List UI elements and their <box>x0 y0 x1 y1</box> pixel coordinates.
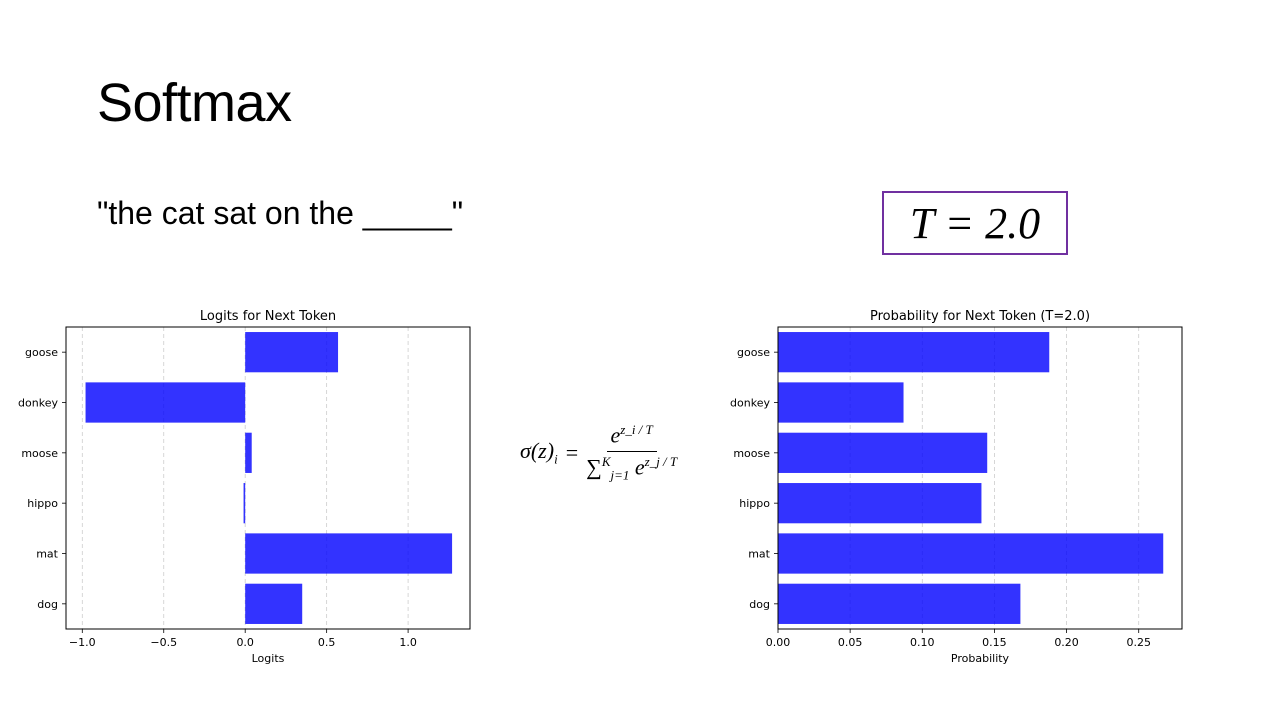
y-tick-label: donkey <box>730 397 770 410</box>
x-tick-label: 0.00 <box>766 636 791 649</box>
formula-fraction: ez_i / T ∑Kj=1 ez_j / T <box>586 422 677 483</box>
y-tick-label: hippo <box>27 497 58 510</box>
bar-goose <box>778 332 1050 373</box>
x-tick-label: 0.10 <box>910 636 935 649</box>
bar-moose <box>245 432 252 473</box>
y-tick-label: goose <box>737 346 770 359</box>
bar-mat <box>245 533 453 574</box>
softmax-formula: σ(z)i = ez_i / T ∑Kj=1 ez_j / T <box>520 416 677 490</box>
y-tick-label: mat <box>748 548 770 561</box>
x-tick-label: 0.5 <box>318 636 336 649</box>
bar-hippo <box>778 483 982 524</box>
temperature-label: T = 2.0 <box>909 198 1041 248</box>
bar-donkey <box>778 382 904 423</box>
y-tick-label: goose <box>25 346 58 359</box>
formula-den-base: e <box>634 454 645 480</box>
formula-lhs-sub: i <box>554 451 558 467</box>
temperature-box: T = 2.0 <box>882 191 1068 255</box>
bar-moose <box>778 432 988 473</box>
formula-num-exp: z_i / T <box>620 422 653 438</box>
x-tick-label: −0.5 <box>150 636 177 649</box>
bar-mat <box>778 533 1164 574</box>
y-tick-label: mat <box>36 548 58 561</box>
y-tick-label: hippo <box>739 497 770 510</box>
probability-chart: goose donkey moose hippo mat dog 0.00 0.05 0.10 0… <box>730 309 1183 665</box>
formula-num-base: e <box>610 422 621 448</box>
y-tick-label: moose <box>21 447 58 460</box>
x-axis-label: Logits <box>252 652 285 665</box>
prompt-text: "the cat sat on the _____" <box>97 195 464 231</box>
x-axis-label: Probability <box>951 652 1010 665</box>
formula-denominator: ∑Kj=1 ez_j / T <box>586 452 677 484</box>
formula-equals: = <box>565 440 579 465</box>
plot-frame <box>777 326 1183 630</box>
formula-sum-sub: j=1 <box>610 467 630 483</box>
formula-sum-symbol: ∑ <box>586 454 602 480</box>
x-tick-label: 0.20 <box>1054 636 1079 649</box>
y-tick-label: moose <box>733 447 770 460</box>
x-tick-label: −1.0 <box>69 636 96 649</box>
y-tick-label: donkey <box>18 397 58 410</box>
x-tick-label: 0.15 <box>982 636 1007 649</box>
bar-dog <box>245 583 303 624</box>
x-tick-label: 1.0 <box>399 636 417 649</box>
formula-sum-sup: K <box>601 453 611 469</box>
logits-chart: goose donkey moose hippo mat dog −1.0 −0.5 0.0 0.… <box>18 309 471 665</box>
formula-numerator: ez_i / T <box>606 422 657 452</box>
bar-goose <box>245 332 339 373</box>
bar-hippo <box>243 483 246 524</box>
plot-frame <box>65 326 471 630</box>
chart-title: Probability for Next Token (T=2.0) <box>870 309 1090 324</box>
y-tick-label: dog <box>749 598 770 611</box>
formula-den-exp: z_j / T <box>644 453 678 469</box>
slide-title: Softmax <box>97 73 292 133</box>
y-tick-label: dog <box>37 598 58 611</box>
formula-lhs: σ(z)i <box>520 438 558 467</box>
x-tick-label: 0.05 <box>838 636 863 649</box>
x-tick-label: 0.0 <box>236 636 254 649</box>
formula-sigma: σ(z) <box>520 438 555 464</box>
bar-donkey <box>85 382 246 423</box>
x-tick-label: 0.25 <box>1126 636 1151 649</box>
bar-dog <box>778 583 1021 624</box>
chart-title: Logits for Next Token <box>200 309 336 324</box>
